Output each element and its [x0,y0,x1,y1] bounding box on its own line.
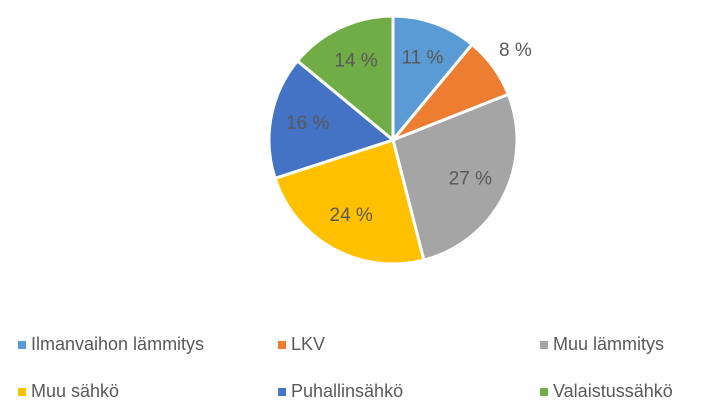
data-label: 8 % [499,40,532,61]
data-label: 16 % [286,113,329,134]
pie-slice [267,58,397,181]
legend-swatch [278,341,286,349]
legend-swatch [278,388,286,396]
legend-swatch [18,341,26,349]
pie-slice [273,138,426,266]
legend-swatch [18,388,26,396]
legend-label: LKV [291,334,325,354]
legend-label: Muu sähkö [31,381,119,401]
pie-slice [391,92,519,262]
legend-swatch [540,341,548,349]
legend-label: Ilmanvaihon lämmitys [31,334,204,354]
data-label: 24 % [330,205,373,226]
legend-swatch [540,388,548,396]
legend-label: Valaistussähkö [553,381,673,401]
pie-slice [391,14,475,145]
legend-label: Muu lämmitys [553,334,664,354]
data-label: 14 % [334,50,377,71]
data-label: 27 % [449,168,492,189]
legend-label: Puhallinsähkö [291,381,403,401]
pie-slice [295,14,395,144]
data-label: 11 % [401,47,443,68]
